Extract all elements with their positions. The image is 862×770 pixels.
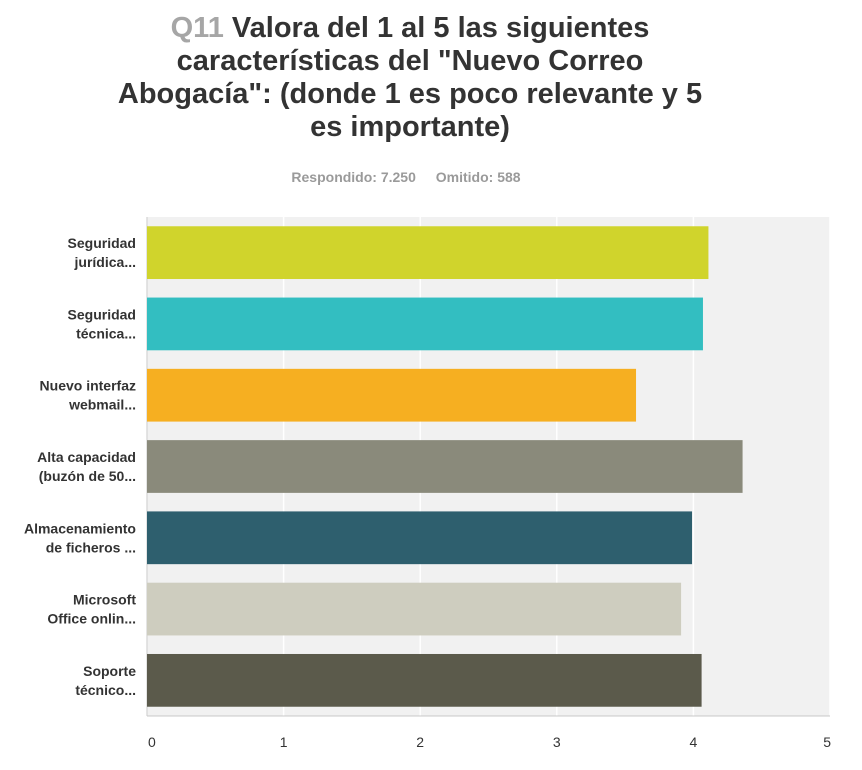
category-label: de ficheros ... <box>46 539 136 555</box>
skipped-label: Omitido: <box>435 169 494 185</box>
x-tick-label: 3 <box>553 734 561 750</box>
bar <box>147 653 702 707</box>
skipped-value: 588 <box>497 169 521 185</box>
category-label: Almacenamiento <box>24 520 136 536</box>
bar <box>147 440 743 493</box>
category-label: Office onlin... <box>47 611 136 627</box>
skipped-stat: Omitido: 588 <box>436 169 521 185</box>
bar <box>147 582 682 636</box>
category-label: webmail... <box>68 397 136 413</box>
x-tick-label: 2 <box>416 734 424 750</box>
category-label: Microsoft <box>73 592 136 608</box>
category-label: técnica... <box>76 325 136 341</box>
x-tick-label: 4 <box>690 734 698 750</box>
answered-label: Respondido: <box>291 169 377 185</box>
category-label: Seguridad <box>68 306 136 322</box>
question-title: Q11 Valora del 1 al 5 las siguientes car… <box>100 12 720 144</box>
category-label: (buzón de 50... <box>39 468 136 484</box>
x-tick-label: 0 <box>148 734 156 750</box>
x-tick-label: 1 <box>280 734 288 750</box>
answered-value: 7.250 <box>380 169 416 185</box>
x-tick-label: 5 <box>823 734 831 750</box>
category-label: jurídica... <box>74 254 136 270</box>
category-label: técnico... <box>75 682 136 698</box>
answered-stat: Respondido: 7.250 <box>291 169 415 185</box>
category-label: Nuevo interfaz <box>40 378 136 394</box>
bar <box>147 297 703 351</box>
category-label: Seguridad <box>68 235 136 251</box>
question-text: Valora del 1 al 5 las siguientes caracte… <box>117 12 703 143</box>
question-number: Q11 <box>170 12 224 44</box>
bar <box>147 368 637 422</box>
bar <box>147 511 693 565</box>
response-stats: Respondido: 7.250 Omitido: 588 <box>0 169 812 185</box>
category-label: Soporte <box>83 663 136 679</box>
category-label: Alta capacidad <box>37 449 136 465</box>
bar <box>147 226 709 280</box>
